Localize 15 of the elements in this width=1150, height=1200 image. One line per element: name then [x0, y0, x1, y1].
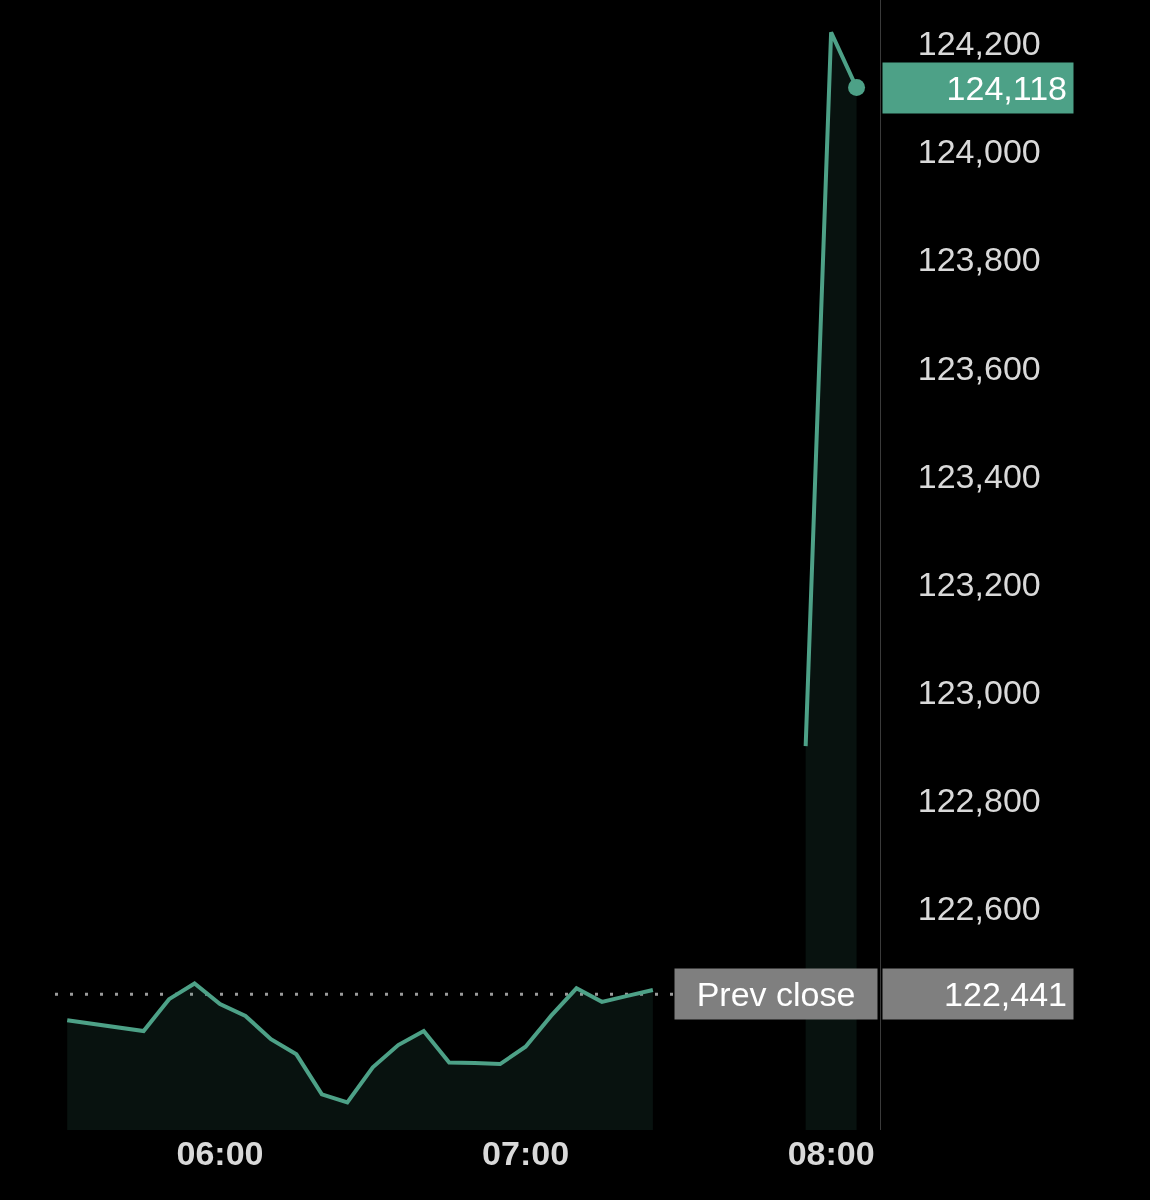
y-tick-label: 122,600 [917, 889, 1041, 928]
x-tick-label: 08:00 [787, 1134, 875, 1172]
text: 122,441 [944, 975, 1067, 1013]
y-tick-label: 123,800 [917, 240, 1041, 279]
y-tick-label: 123,600 [917, 348, 1041, 387]
y-tick-label: 123,400 [917, 456, 1041, 495]
x-tick-label: 06:00 [176, 1134, 264, 1172]
y-tick-label: 122,800 [917, 781, 1041, 820]
y-tick-label: 123,000 [917, 672, 1041, 711]
ref-line-label: Prev close [696, 975, 856, 1013]
y-tick-label: 124,000 [917, 132, 1041, 171]
y-tick-label: 124,200 [917, 24, 1041, 63]
x-tick-label: 07:00 [482, 1134, 570, 1172]
y-tick-label: 123,200 [917, 564, 1041, 603]
annotation: 124,118 [946, 69, 1067, 107]
